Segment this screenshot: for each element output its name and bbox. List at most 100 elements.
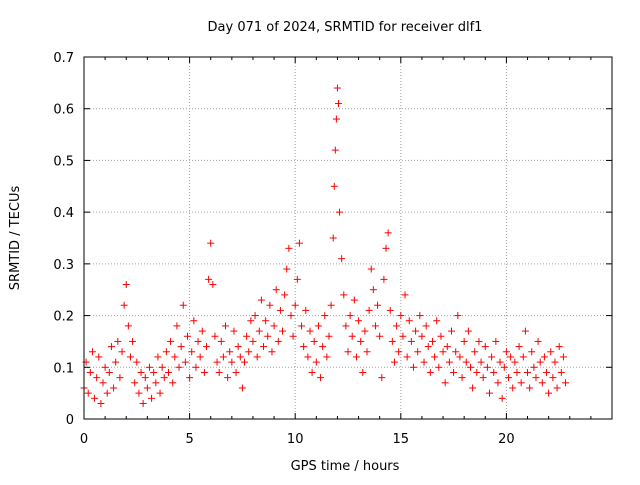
data-point bbox=[380, 275, 388, 283]
data-point bbox=[175, 363, 183, 371]
data-point bbox=[279, 327, 287, 335]
data-point bbox=[143, 384, 151, 392]
data-point bbox=[101, 363, 109, 371]
data-point bbox=[321, 312, 329, 320]
data-point bbox=[88, 348, 96, 356]
data-point bbox=[215, 368, 223, 376]
data-point bbox=[289, 332, 297, 340]
data-point bbox=[441, 379, 449, 387]
data-point bbox=[502, 348, 510, 356]
data-point bbox=[359, 368, 367, 376]
data-point bbox=[562, 379, 570, 387]
data-point bbox=[336, 208, 344, 216]
data-point bbox=[295, 239, 303, 247]
data-point bbox=[112, 358, 120, 366]
data-point bbox=[543, 368, 551, 376]
data-point bbox=[150, 368, 158, 376]
data-point bbox=[409, 363, 417, 371]
data-point bbox=[181, 358, 189, 366]
data-point bbox=[374, 301, 382, 309]
data-point bbox=[443, 343, 451, 351]
data-point bbox=[557, 368, 565, 376]
data-point bbox=[232, 368, 240, 376]
data-point bbox=[395, 348, 403, 356]
data-point bbox=[486, 389, 494, 397]
data-point bbox=[135, 389, 143, 397]
data-point bbox=[439, 348, 447, 356]
x-tick-label: 15 bbox=[393, 432, 410, 447]
data-point bbox=[350, 296, 358, 304]
data-point bbox=[559, 353, 567, 361]
data-point bbox=[342, 322, 350, 330]
data-point bbox=[515, 343, 523, 351]
data-point bbox=[386, 306, 394, 314]
data-point bbox=[329, 234, 337, 242]
data-point bbox=[540, 353, 548, 361]
data-point bbox=[530, 363, 538, 371]
data-point bbox=[264, 332, 272, 340]
data-point bbox=[188, 348, 196, 356]
data-point bbox=[177, 343, 185, 351]
data-point bbox=[249, 337, 257, 345]
data-point bbox=[346, 312, 354, 320]
data-point bbox=[133, 358, 141, 366]
data-point bbox=[382, 244, 390, 252]
data-point bbox=[352, 353, 360, 361]
data-point bbox=[418, 332, 426, 340]
data-point bbox=[477, 358, 485, 366]
data-point bbox=[367, 265, 375, 273]
x-tick-label: 5 bbox=[185, 432, 193, 447]
data-point bbox=[528, 348, 536, 356]
y-tick-label: 0.7 bbox=[53, 51, 74, 66]
plot-frame bbox=[83, 56, 613, 420]
data-point bbox=[304, 353, 312, 361]
data-point bbox=[471, 348, 479, 356]
data-point bbox=[158, 363, 166, 371]
data-point bbox=[230, 327, 238, 335]
data-point bbox=[298, 322, 306, 330]
data-point bbox=[317, 374, 325, 382]
data-point bbox=[107, 343, 115, 351]
data-point bbox=[247, 317, 255, 325]
data-point bbox=[488, 353, 496, 361]
data-point bbox=[378, 374, 386, 382]
data-point bbox=[549, 374, 557, 382]
data-point bbox=[293, 275, 301, 283]
data-point bbox=[331, 146, 339, 154]
data-point bbox=[312, 358, 320, 366]
data-point bbox=[507, 353, 515, 361]
data-point bbox=[245, 348, 253, 356]
data-point bbox=[276, 306, 284, 314]
data-point bbox=[327, 301, 335, 309]
data-point bbox=[266, 301, 274, 309]
data-point bbox=[547, 348, 555, 356]
data-point bbox=[205, 275, 213, 283]
data-point bbox=[323, 353, 331, 361]
data-point bbox=[148, 394, 156, 402]
data-point bbox=[384, 229, 392, 237]
data-point bbox=[222, 322, 230, 330]
data-point bbox=[447, 327, 455, 335]
y-axis-label: SRMTID / TECUs bbox=[8, 186, 23, 291]
data-point bbox=[405, 317, 413, 325]
data-point bbox=[435, 363, 443, 371]
data-point bbox=[532, 374, 540, 382]
data-point bbox=[479, 374, 487, 382]
data-point bbox=[416, 312, 424, 320]
data-point bbox=[308, 368, 316, 376]
data-point bbox=[270, 322, 278, 330]
data-point bbox=[224, 374, 232, 382]
data-point bbox=[243, 332, 251, 340]
data-point bbox=[333, 84, 341, 92]
data-point bbox=[505, 374, 513, 382]
data-point bbox=[211, 332, 219, 340]
data-point bbox=[86, 368, 94, 376]
data-point bbox=[450, 368, 458, 376]
data-point bbox=[403, 353, 411, 361]
data-point bbox=[152, 379, 160, 387]
data-point bbox=[145, 363, 153, 371]
data-point bbox=[369, 286, 377, 294]
data-point bbox=[300, 343, 308, 351]
data-point bbox=[376, 332, 384, 340]
data-point bbox=[226, 348, 234, 356]
